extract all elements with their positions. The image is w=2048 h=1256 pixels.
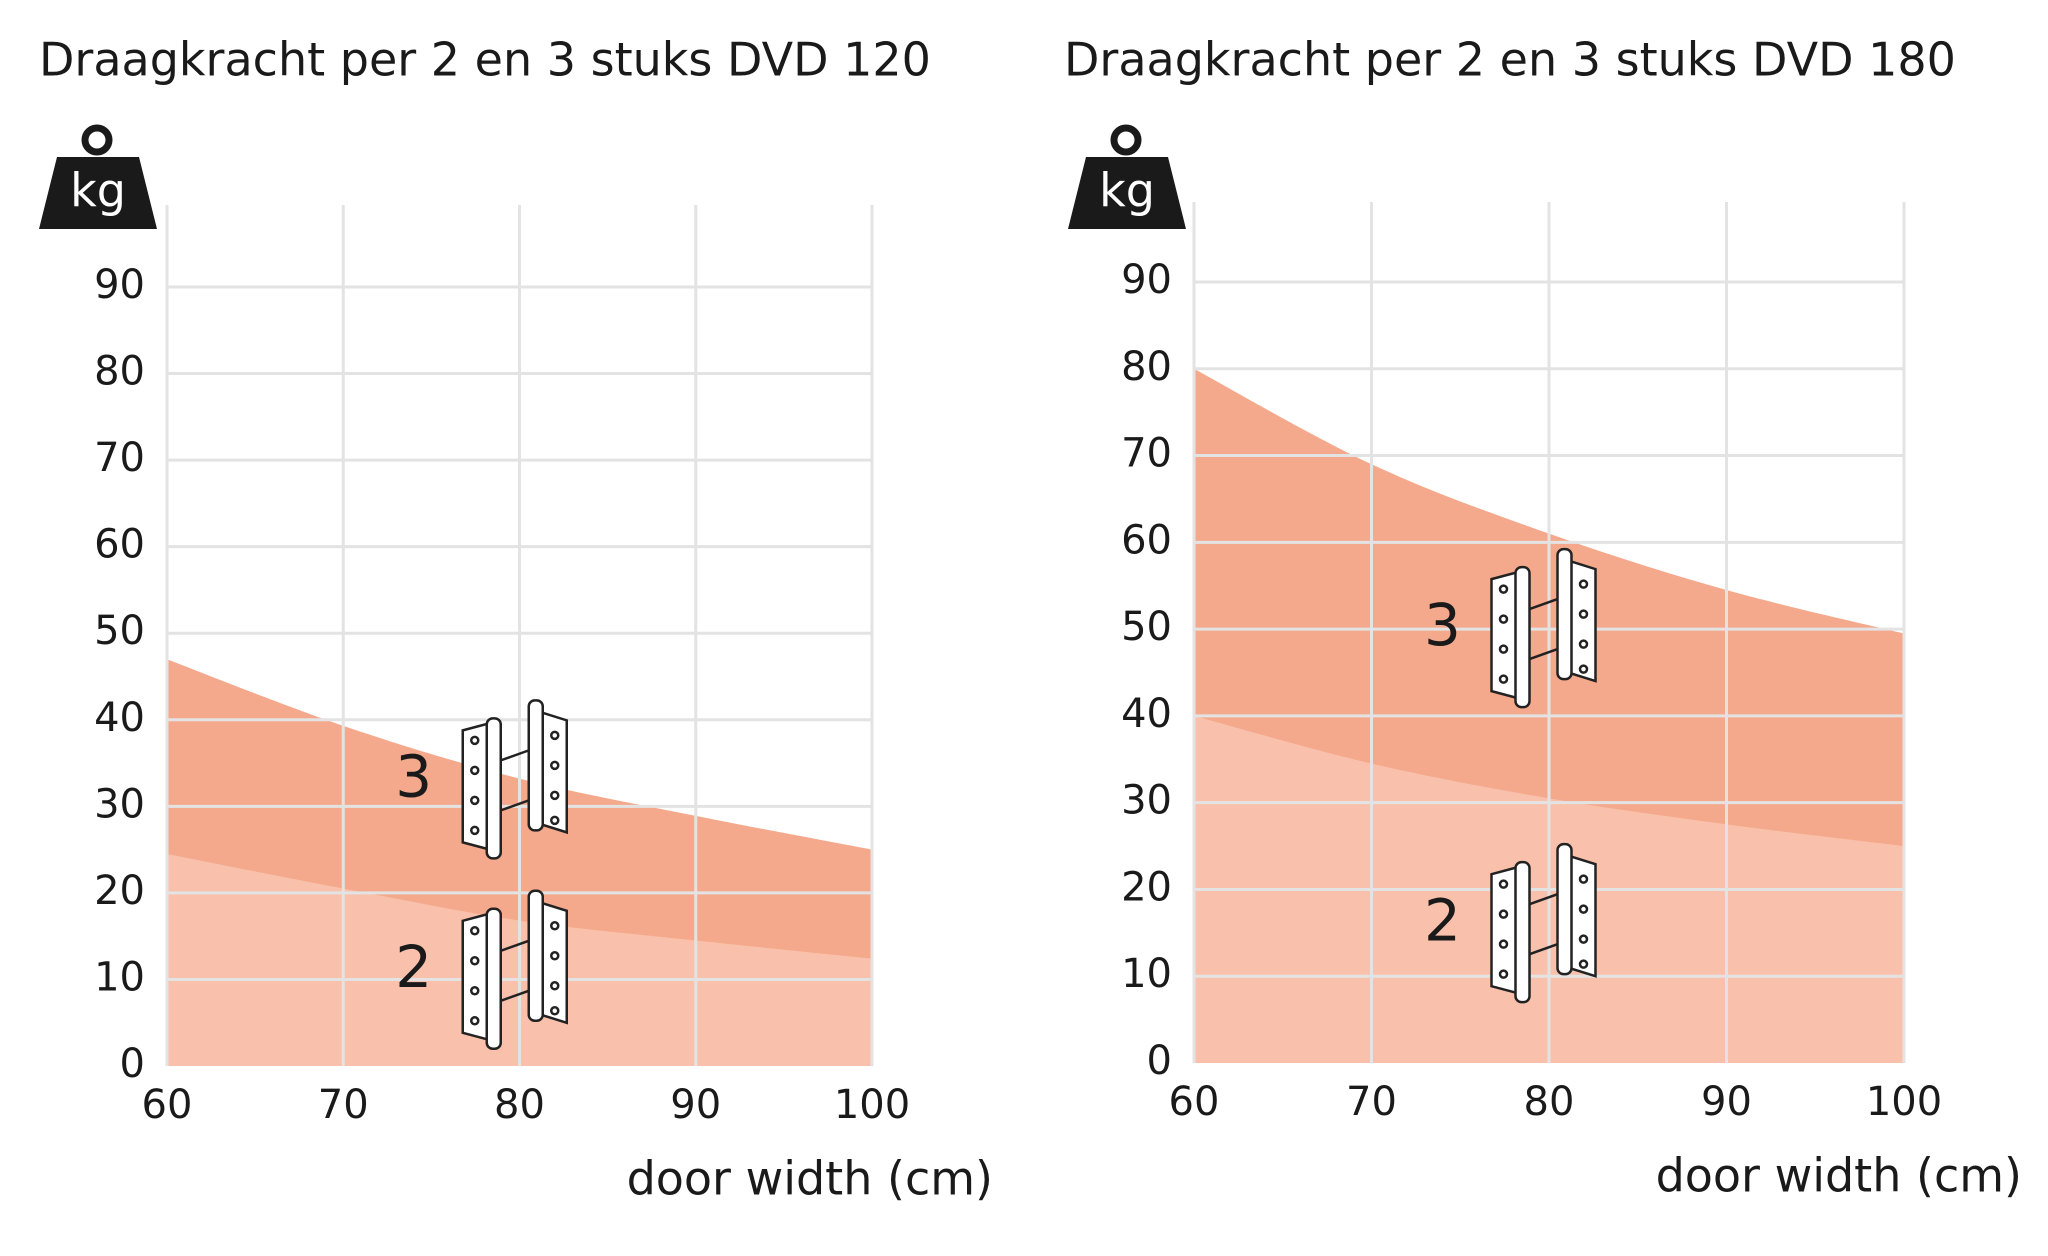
x-tick-label: 90 xyxy=(670,1082,721,1128)
hinge-hole xyxy=(1498,614,1509,624)
hinge-knuckle xyxy=(485,717,502,860)
x-tick-label: 80 xyxy=(1524,1079,1575,1125)
x-tick-label: 60 xyxy=(142,1082,193,1128)
hinge-hole xyxy=(1498,939,1509,949)
hinge-knuckle xyxy=(1556,547,1573,681)
hinge-hole xyxy=(1578,959,1589,969)
x-axis-label: door width (cm) xyxy=(1656,1149,2022,1203)
hinge-knuckle xyxy=(1514,860,1531,1004)
x-tick-label: 100 xyxy=(1866,1079,1942,1125)
hinge-hole xyxy=(550,730,560,741)
hinge-hole xyxy=(470,795,480,806)
hinge-hole xyxy=(470,735,480,746)
hinge-hole xyxy=(1578,579,1589,589)
hinge-knuckle xyxy=(1556,842,1573,976)
y-tick-label: 60 xyxy=(1121,517,1172,563)
series-label: 3 xyxy=(395,742,432,810)
hinge-hole xyxy=(470,986,480,996)
x-tick-label: 70 xyxy=(1346,1079,1397,1125)
y-tick-label: 90 xyxy=(1121,257,1172,303)
hinge-hole xyxy=(1498,969,1509,979)
y-tick-label: 0 xyxy=(1147,1038,1172,1084)
y-tick-label: 50 xyxy=(1121,604,1172,650)
x-tick-label: 60 xyxy=(1169,1079,1220,1125)
y-tick-label: 50 xyxy=(94,608,145,654)
hinge-hole xyxy=(1578,664,1589,674)
y-tick-label: 10 xyxy=(94,954,145,1000)
hinge-hole xyxy=(1498,909,1509,919)
series-label: 2 xyxy=(1424,886,1461,954)
hinge-pin xyxy=(500,989,530,1002)
weight-ring xyxy=(1110,124,1142,156)
hinge-hole xyxy=(470,825,480,836)
hinge-hole xyxy=(1498,584,1509,594)
hinge-hole xyxy=(1578,934,1589,944)
weight-body xyxy=(39,157,157,229)
weight-body xyxy=(1068,157,1186,229)
y-tick-label: 70 xyxy=(1121,431,1172,477)
hinge-hole xyxy=(550,815,560,826)
series-label: 2 xyxy=(395,933,432,1001)
hinge-pin xyxy=(500,939,530,952)
hinge-knuckle xyxy=(527,699,544,832)
chart-title: Draagkracht per 2 en 3 stuks DVD 120 xyxy=(39,33,931,87)
x-tick-label: 70 xyxy=(318,1082,369,1128)
hinge-hole xyxy=(470,956,480,966)
hinge-pin xyxy=(500,749,530,762)
hinge-icon xyxy=(1490,842,1597,1004)
hinge-icon xyxy=(461,699,568,860)
y-tick-label: 10 xyxy=(1121,951,1172,997)
y-tick-label: 20 xyxy=(94,868,145,914)
hinge-pin xyxy=(1529,647,1558,661)
y-tick-label: 30 xyxy=(94,781,145,827)
y-tick-label: 30 xyxy=(1121,778,1172,824)
hinge-hole xyxy=(1578,874,1589,884)
x-tick-label: 100 xyxy=(834,1082,910,1128)
hinge-hole xyxy=(550,790,560,801)
y-tick-label: 20 xyxy=(1121,864,1172,910)
hinge-hole xyxy=(470,926,480,936)
hinge-hole xyxy=(550,921,560,931)
hinge-hole xyxy=(470,765,480,776)
series-label: 3 xyxy=(1424,591,1461,659)
hinge-hole xyxy=(470,1016,480,1026)
hinge-pin xyxy=(1529,892,1558,906)
hinge-hole xyxy=(550,760,560,771)
hinge-pin xyxy=(500,799,530,812)
hinge-pin xyxy=(1529,597,1558,611)
x-axis-label: door width (cm) xyxy=(627,1152,993,1206)
y-tick-label: 60 xyxy=(94,522,145,568)
weight-ring xyxy=(81,124,113,156)
hinge-hole xyxy=(550,951,560,961)
hinge-icon xyxy=(1490,547,1597,709)
hinge-hole xyxy=(1578,609,1589,619)
hinge-knuckle xyxy=(1514,565,1531,709)
chart-title: Draagkracht per 2 en 3 stuks DVD 180 xyxy=(1064,33,1956,87)
y-tick-label: 40 xyxy=(94,695,145,741)
unit-icon-label: kg xyxy=(70,164,126,218)
hinge-pin xyxy=(1529,942,1558,956)
hinge-knuckle xyxy=(485,907,502,1051)
hinge-knuckle xyxy=(527,889,544,1023)
y-tick-label: 70 xyxy=(94,435,145,481)
x-tick-label: 80 xyxy=(494,1082,545,1128)
hinge-hole xyxy=(1498,644,1509,654)
hinge-hole xyxy=(1578,904,1589,914)
hinge-hole xyxy=(1578,639,1589,649)
unit-icon-label: kg xyxy=(1099,164,1155,218)
hinge-hole xyxy=(1498,674,1509,684)
y-tick-label: 0 xyxy=(120,1041,145,1087)
hinge-hole xyxy=(1498,879,1509,889)
hinge-icon xyxy=(461,889,568,1051)
y-tick-label: 80 xyxy=(94,349,145,395)
x-tick-label: 90 xyxy=(1701,1079,1752,1125)
y-tick-label: 80 xyxy=(1121,344,1172,390)
y-tick-label: 40 xyxy=(1121,691,1172,737)
hinge-hole xyxy=(550,981,560,991)
hinge-hole xyxy=(550,1006,560,1016)
y-tick-label: 90 xyxy=(94,262,145,308)
